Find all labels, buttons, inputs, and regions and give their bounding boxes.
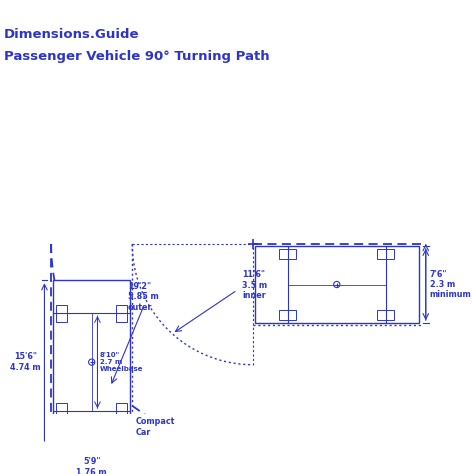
Text: 11'6"
3.5 m
inner: 11'6" 3.5 m inner [242, 270, 267, 300]
Bar [56, 403, 67, 419]
Text: 5'9"
1.76 m: 5'9" 1.76 m [76, 457, 107, 474]
Bar [377, 310, 394, 320]
Text: Dimensions.Guide: Dimensions.Guide [4, 28, 139, 41]
Text: 8'10"
2.7 m
Wheelbase: 8'10" 2.7 m Wheelbase [100, 352, 143, 372]
Text: Compact
Car: Compact Car [135, 418, 174, 437]
Bar [255, 246, 419, 323]
Text: 19'2"
5.85 m
outer: 19'2" 5.85 m outer [128, 282, 159, 311]
Bar [279, 249, 296, 259]
Bar [116, 403, 127, 419]
Text: 7'6"
2.3 m
minimum: 7'6" 2.3 m minimum [429, 270, 471, 300]
Bar [116, 305, 127, 321]
Bar [53, 280, 130, 444]
Text: Passenger Vehicle 90° Turning Path: Passenger Vehicle 90° Turning Path [4, 50, 269, 63]
Bar [377, 249, 394, 259]
Bar [56, 305, 67, 321]
Bar [279, 310, 296, 320]
Text: 15'6"
4.74 m: 15'6" 4.74 m [10, 353, 41, 372]
